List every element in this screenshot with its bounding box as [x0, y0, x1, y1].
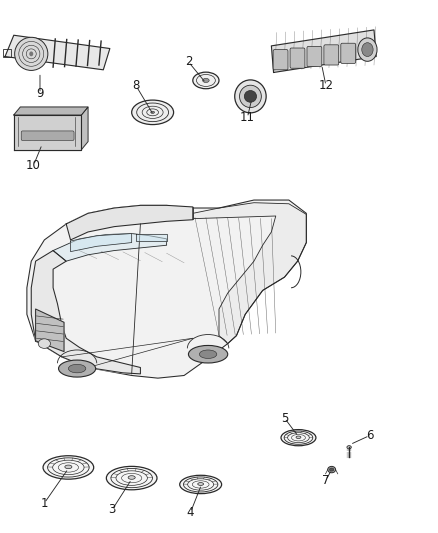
Ellipse shape	[199, 350, 217, 359]
Ellipse shape	[59, 360, 95, 377]
Polygon shape	[193, 203, 306, 344]
Ellipse shape	[106, 466, 157, 490]
Ellipse shape	[203, 78, 209, 83]
Polygon shape	[81, 107, 88, 150]
Text: 8: 8	[132, 79, 140, 92]
Ellipse shape	[329, 468, 334, 471]
Polygon shape	[272, 30, 376, 72]
FancyBboxPatch shape	[324, 45, 339, 65]
Polygon shape	[66, 205, 193, 240]
Ellipse shape	[240, 85, 261, 108]
Ellipse shape	[180, 475, 222, 494]
Ellipse shape	[151, 111, 155, 114]
FancyBboxPatch shape	[290, 48, 305, 68]
Text: 6: 6	[366, 429, 373, 442]
Polygon shape	[14, 115, 81, 150]
Polygon shape	[14, 107, 88, 115]
Ellipse shape	[244, 91, 257, 102]
Ellipse shape	[193, 72, 219, 88]
Text: 12: 12	[318, 79, 333, 92]
Text: 11: 11	[240, 111, 255, 124]
FancyBboxPatch shape	[341, 43, 356, 63]
Ellipse shape	[38, 339, 50, 349]
Polygon shape	[53, 233, 166, 261]
Ellipse shape	[68, 365, 86, 373]
Polygon shape	[5, 35, 110, 70]
Polygon shape	[27, 200, 306, 378]
Ellipse shape	[198, 482, 204, 486]
Text: 1: 1	[41, 497, 48, 510]
Ellipse shape	[188, 345, 228, 363]
Ellipse shape	[347, 446, 351, 449]
Ellipse shape	[328, 466, 336, 473]
Ellipse shape	[43, 456, 94, 479]
FancyBboxPatch shape	[273, 50, 288, 70]
Circle shape	[29, 51, 33, 56]
Polygon shape	[71, 233, 132, 252]
Text: 5: 5	[281, 411, 288, 424]
Ellipse shape	[132, 100, 173, 125]
Ellipse shape	[235, 80, 266, 113]
Text: 2: 2	[185, 55, 192, 68]
Polygon shape	[35, 309, 64, 352]
Text: 3: 3	[108, 504, 116, 516]
Ellipse shape	[296, 436, 301, 439]
Circle shape	[362, 43, 373, 56]
Text: 4: 4	[187, 506, 194, 519]
Text: 7: 7	[322, 474, 330, 487]
FancyBboxPatch shape	[307, 46, 322, 67]
Ellipse shape	[65, 465, 72, 469]
Polygon shape	[136, 233, 166, 241]
Polygon shape	[31, 251, 141, 374]
Ellipse shape	[281, 430, 316, 446]
FancyBboxPatch shape	[21, 131, 74, 141]
Text: 10: 10	[26, 159, 41, 172]
Ellipse shape	[14, 37, 48, 70]
Circle shape	[358, 38, 377, 61]
Ellipse shape	[128, 475, 135, 479]
Text: 9: 9	[36, 87, 44, 100]
